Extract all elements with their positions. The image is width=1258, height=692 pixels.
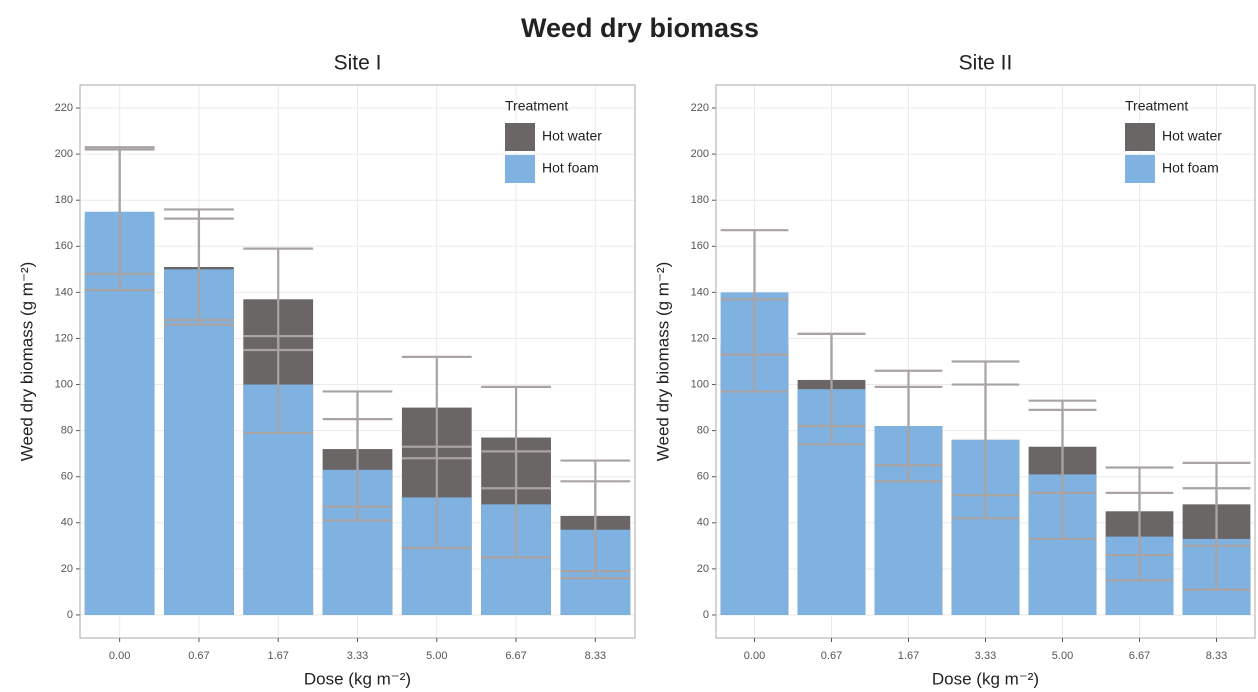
error-bar (164, 217, 234, 322)
legend-title: Treatment (1125, 98, 1188, 114)
y-tick-label: 20 (61, 563, 73, 575)
x-tick-label: 8.33 (1206, 650, 1227, 662)
y-tick-label: 100 (55, 378, 73, 390)
x-tick-label: 6.67 (1129, 650, 1150, 662)
legend-label: Hot foam (542, 160, 599, 176)
y-tick-label: 60 (61, 471, 73, 483)
error-bar (84, 148, 155, 276)
error-bar (1028, 408, 1097, 541)
x-tick-label: 6.67 (505, 650, 526, 662)
x-tick-label: 5.00 (426, 650, 447, 662)
x-tick-label: 0.67 (188, 650, 209, 662)
error-bar (481, 450, 551, 559)
y-tick-label: 180 (691, 194, 709, 206)
x-tick-label: 0.67 (821, 650, 842, 662)
y-axis-label: Weed dry biomass (g m⁻²) (653, 262, 672, 461)
legend-swatch (1125, 123, 1155, 151)
error-bar (874, 369, 943, 483)
x-tick-label: 5.00 (1052, 650, 1073, 662)
y-tick-label: 0 (703, 609, 709, 621)
y-tick-label: 120 (55, 332, 73, 344)
y-tick-label: 120 (691, 332, 709, 344)
x-tick-label: 1.67 (898, 650, 919, 662)
y-axis-label: Weed dry biomass (g m⁻²) (17, 262, 36, 461)
error-bar (560, 480, 631, 580)
y-tick-label: 40 (61, 517, 73, 529)
y-tick-label: 60 (697, 471, 709, 483)
legend-title: Treatment (505, 98, 568, 114)
legend-label: Hot water (542, 128, 602, 144)
x-tick-label: 3.33 (975, 650, 996, 662)
error-bar (720, 229, 789, 356)
x-tick-label: 3.33 (347, 650, 368, 662)
y-tick-label: 140 (691, 286, 709, 298)
error-bar (797, 332, 866, 446)
x-axis-label: Dose (kg m⁻²) (932, 669, 1039, 688)
legend-label: Hot water (1162, 128, 1222, 144)
error-bar (1105, 491, 1174, 582)
x-tick-label: 0.00 (744, 650, 765, 662)
figure-title: Weed dry biomass (521, 13, 759, 43)
x-axis-label: Dose (kg m⁻²) (304, 669, 411, 688)
error-bar (1182, 487, 1251, 591)
y-tick-label: 100 (691, 378, 709, 390)
panel-title: Site II (959, 52, 1013, 75)
y-tick-label: 80 (697, 425, 709, 437)
legend-swatch (505, 123, 535, 151)
error-bar (401, 445, 472, 550)
y-tick-label: 220 (55, 102, 73, 114)
legend-swatch (1125, 155, 1155, 183)
panel: Site II 0 20 40 60 80 100 120 140 160 180 200 220 0.0… (653, 52, 1256, 688)
x-tick-label: 0.00 (109, 650, 130, 662)
y-tick-label: 180 (55, 194, 73, 206)
x-tick-label: 8.33 (585, 650, 606, 662)
y-tick-label: 200 (55, 148, 73, 160)
y-tick-label: 20 (697, 563, 709, 575)
y-tick-label: 220 (691, 102, 709, 114)
error-bar (322, 418, 393, 522)
error-bar (951, 360, 1020, 520)
bar (164, 269, 234, 615)
y-tick-label: 0 (67, 609, 73, 621)
y-tick-label: 200 (691, 148, 709, 160)
x-tick-label: 1.67 (268, 650, 289, 662)
panel-title: Site I (334, 52, 382, 75)
error-bar (243, 335, 314, 435)
legend-label: Hot foam (1162, 160, 1219, 176)
y-tick-label: 160 (691, 240, 709, 252)
panel: Site I 0 20 40 60 80 100 120 140 160 180 200 220 0.00… (17, 52, 636, 688)
legend-swatch (505, 155, 535, 183)
y-tick-label: 80 (61, 425, 73, 437)
y-tick-label: 160 (55, 240, 73, 252)
y-tick-label: 40 (697, 517, 709, 529)
y-tick-label: 140 (55, 286, 73, 298)
